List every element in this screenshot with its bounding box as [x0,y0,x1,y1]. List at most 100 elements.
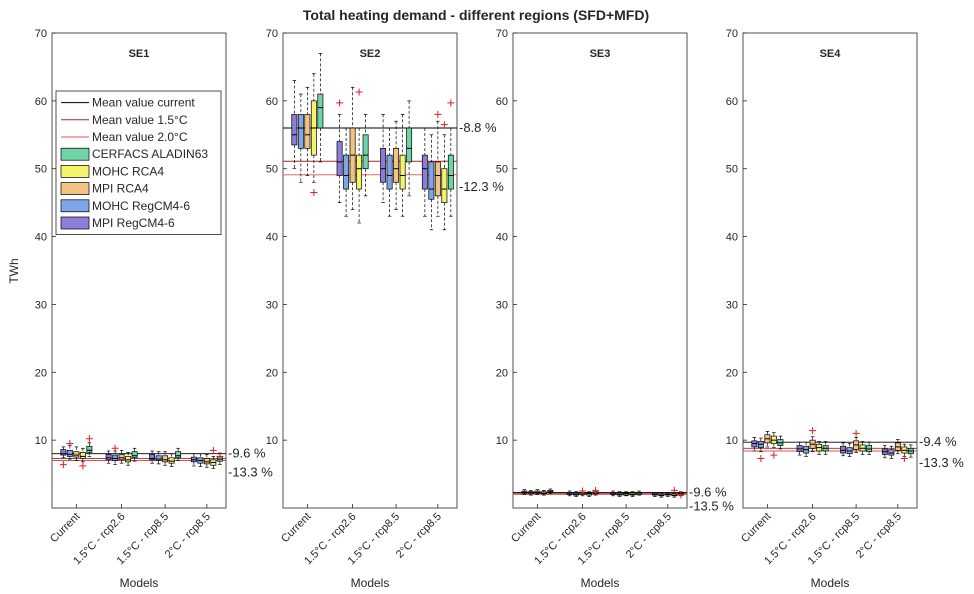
outlier-marker [900,454,908,462]
outlier-marker [85,435,93,443]
change-annotation: -9.4 % [919,434,957,449]
x-tick-label: Current [279,511,313,545]
y-tick-label: 10 [496,435,508,447]
legend-box-swatch [60,147,90,161]
outlier-marker [111,444,119,452]
legend-box-swatch [60,165,90,178]
y-axis-label: TWh [7,258,21,283]
box [168,457,175,464]
box [79,452,86,459]
box [362,134,369,170]
x-tick-label: 2°C - rcp8.5 [163,511,213,561]
x-axis-label: Models [351,576,390,590]
y-tick-label: 40 [726,232,738,244]
x-tick-label: 2°C - rcp8.5 [394,511,444,561]
y-tick-label: 50 [266,164,278,176]
outlier-marker [59,461,67,469]
box [304,114,311,149]
outlier-marker [677,491,685,499]
y-tick-label: 40 [266,232,278,244]
legend-label: Mean value 1.5°C [92,113,188,127]
y-tick-label: 10 [726,435,738,447]
change-annotation: -13.3 % [919,455,964,470]
box [149,454,156,461]
box [175,451,182,459]
y-tick-label: 30 [726,299,738,311]
box [112,454,119,461]
box [393,148,400,183]
outlier-marker [310,188,318,196]
outlier-marker [79,462,87,470]
change-annotation: -13.3 % [228,465,273,480]
panel-title: SE2 [360,48,381,60]
box [125,456,132,463]
y-tick-label: 20 [266,367,278,379]
y-tick-label: 10 [35,435,47,447]
box [131,451,138,459]
legend-label: MOHC RCA4 [92,164,164,178]
y-tick-label: 30 [35,299,47,311]
x-tick-label: 2°C - rcp8.5 [854,511,904,561]
legend-label: MPI RCA4 [92,182,149,196]
outlier-marker [579,487,587,495]
change-annotation: -12.3 % [459,179,504,194]
panel-frame [742,32,918,509]
change-annotation: -8.8 % [459,120,497,135]
box [73,451,80,458]
outlier-marker [336,99,344,107]
box [336,141,343,176]
y-tick-label: 30 [266,299,278,311]
box [155,455,162,461]
box [105,454,112,461]
x-axis-label: Models [811,576,850,590]
box [317,93,324,129]
box [399,154,406,190]
y-tick-label: 20 [496,367,508,379]
y-tick-label: 30 [496,299,508,311]
y-tick-label: 70 [496,28,508,40]
outlier-marker [209,446,217,454]
legend-box-swatch [60,216,90,230]
y-tick-label: 10 [266,435,278,447]
box [380,148,387,183]
box [421,154,428,190]
y-tick-label: 20 [726,367,738,379]
panel-frame [512,32,688,509]
y-tick-label: 20 [35,367,47,379]
box [406,127,413,163]
chart-title: Total heating demand - different regions… [303,7,649,23]
box [356,154,363,190]
outlier-marker [216,452,224,460]
box [441,168,448,203]
outlier-marker [770,451,778,459]
box [86,445,93,453]
box [343,154,350,190]
box [434,161,441,197]
panel-title: SE3 [590,48,611,60]
y-tick-label: 40 [35,232,47,244]
legend-box-swatch [60,199,90,213]
y-tick-label: 60 [35,96,47,108]
outlier-marker [447,99,455,107]
outlier-marker [592,486,600,494]
box [291,114,298,146]
outlier-marker [852,429,860,437]
legend-label: Mean value current [92,96,195,110]
change-annotation: -9.6 % [228,446,266,461]
y-tick-label: 70 [35,28,47,40]
outlier-marker [670,486,678,494]
x-tick-label: Current [739,511,773,545]
box [297,114,304,149]
outlier-marker [434,110,442,118]
legend-label: CERFACS ALADIN63 [92,147,208,161]
x-axis-label: Models [581,576,620,590]
y-tick-label: 70 [266,28,278,40]
x-tick-label: Current [48,511,82,545]
legend-label: Mean value 2.0°C [92,130,188,144]
x-tick-label: Current [509,511,543,545]
y-tick-label: 50 [35,164,47,176]
